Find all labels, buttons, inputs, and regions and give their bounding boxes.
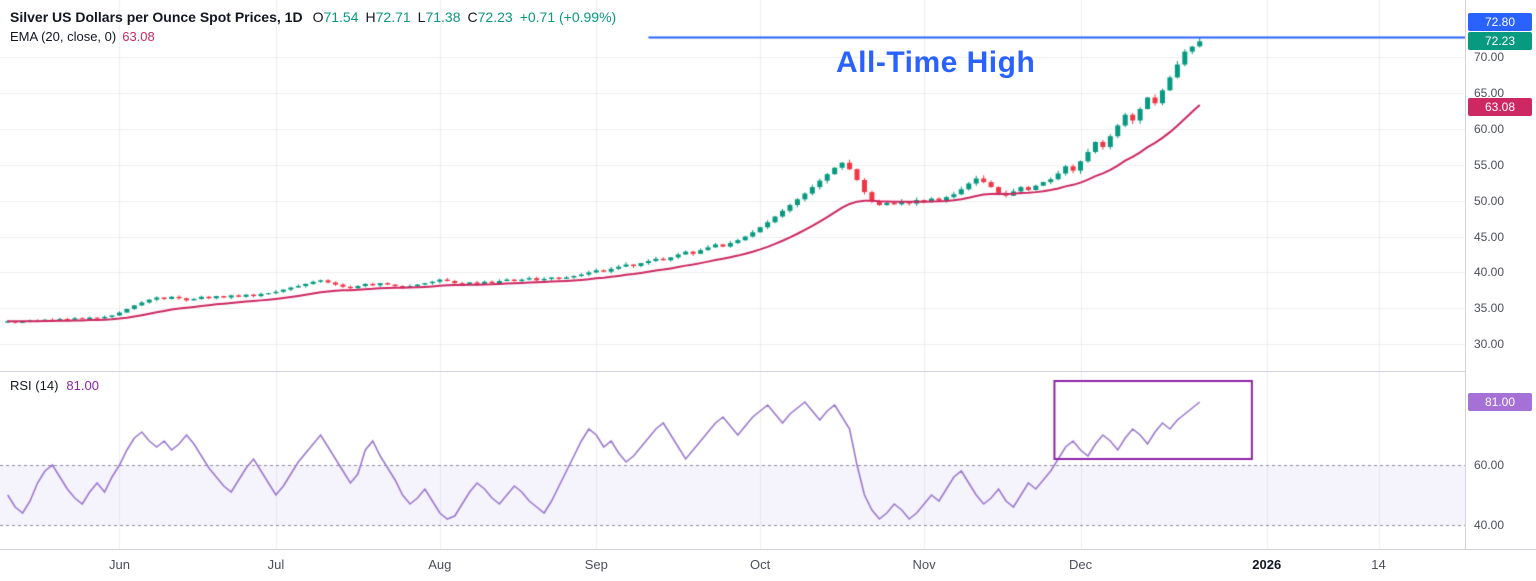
symbol-legend[interactable]: Silver US Dollars per Ounce Spot Prices,… xyxy=(10,9,616,25)
price-tick-label: 45.00 xyxy=(1474,229,1505,244)
all-time-high-label[interactable]: All-Time High xyxy=(836,46,1036,79)
price-axis[interactable]: 70.00 65.00 60.00 55.00 50.00 45.00 40.00 35.00… xyxy=(1465,0,1536,549)
close-value: 72.23 xyxy=(477,9,513,25)
high-label: H xyxy=(365,9,376,25)
time-tick-label: Aug xyxy=(428,557,452,572)
low-label: L xyxy=(417,9,426,25)
last-price-badge: 72.23 xyxy=(1468,32,1532,51)
rsi-legend[interactable]: RSI (14) 81.00 xyxy=(10,378,99,393)
rsi-tick-label: 60.00 xyxy=(1474,458,1505,472)
time-tick-label: Oct xyxy=(750,557,771,572)
time-tick-label: Jul xyxy=(267,557,285,572)
time-tick-label: Sep xyxy=(584,557,608,572)
rsi-value: 81.00 xyxy=(66,378,99,393)
low-value: 71.38 xyxy=(425,9,461,25)
time-axis[interactable]: Jun Jul Aug Sep Oct Nov Dec 2026 14 xyxy=(0,549,1536,581)
time-tick-label: Jun xyxy=(108,557,130,572)
open-label: O xyxy=(312,9,324,25)
rsi-value-badge: 81.00 xyxy=(1468,393,1532,411)
open-value: 71.54 xyxy=(323,9,359,25)
high-value: 72.71 xyxy=(375,9,411,25)
price-tick-label: 35.00 xyxy=(1474,301,1505,316)
ema-price-badge: 63.08 xyxy=(1468,97,1532,116)
price-tick-label: 60.00 xyxy=(1474,122,1505,137)
close-label: C xyxy=(467,9,478,25)
ath-price-badge: 72.80 xyxy=(1468,13,1532,32)
ema-legend[interactable]: EMA (20, close, 0) 63.08 xyxy=(10,29,155,44)
price-tick-label: 65.00 xyxy=(1474,86,1505,101)
time-tick-label: Dec xyxy=(1068,557,1093,572)
price-tick-label: 70.00 xyxy=(1474,50,1505,65)
chart-canvas[interactable] xyxy=(0,0,1465,549)
time-tick-label: Nov xyxy=(912,557,936,572)
time-tick-label: 2026 xyxy=(1252,557,1282,572)
symbol-title: Silver US Dollars per Ounce Spot Prices,… xyxy=(10,9,303,25)
rsi-tick-label: 40.00 xyxy=(1474,518,1505,532)
price-tick-label: 40.00 xyxy=(1474,265,1505,280)
rsi-label: RSI (14) xyxy=(10,378,59,393)
ema-value: 63.08 xyxy=(122,29,155,44)
time-tick-label: 14 xyxy=(1371,557,1386,572)
change-value: +0.71 (+0.99%) xyxy=(519,9,617,25)
price-tick-label: 30.00 xyxy=(1474,337,1505,352)
pane-separator[interactable] xyxy=(0,371,1536,372)
price-tick-label: 50.00 xyxy=(1474,193,1505,208)
price-tick-label: 55.00 xyxy=(1474,157,1505,172)
ema-label: EMA (20, close, 0) xyxy=(10,29,117,44)
